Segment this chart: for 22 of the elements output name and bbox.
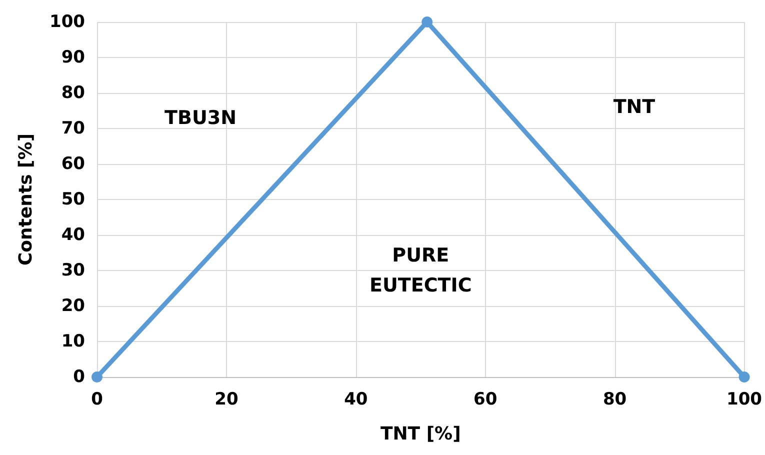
y-tick-label: 50 [61, 190, 86, 210]
y-tick-label: 80 [61, 83, 86, 103]
y-tick-label: 100 [50, 12, 86, 32]
annotation: PURE EUTECTIC [369, 244, 472, 296]
y-tick-label: 30 [61, 260, 86, 280]
y-tick-label: 40 [61, 225, 86, 245]
y-tick-label: 60 [61, 154, 86, 174]
annotation: TNT [613, 96, 656, 118]
y-tick-label: 10 [61, 332, 86, 352]
x-tick-label: 60 [474, 390, 498, 410]
y-tick-label: 0 [73, 367, 86, 387]
y-axis-title: Contents [%] [16, 133, 36, 266]
y-tick-label: 90 [61, 48, 86, 68]
x-tick-label: 0 [91, 390, 104, 410]
x-tick-label: 100 [726, 390, 762, 410]
x-tick-label: 20 [214, 390, 238, 410]
y-tick-label: 20 [61, 296, 86, 316]
annotation: TBU3N [164, 106, 237, 129]
x-tick-label: 40 [344, 390, 368, 410]
y-tick-label: 70 [61, 118, 86, 138]
x-axis-title: TNT [%] [380, 424, 461, 444]
x-tick-label: 80 [602, 390, 627, 410]
